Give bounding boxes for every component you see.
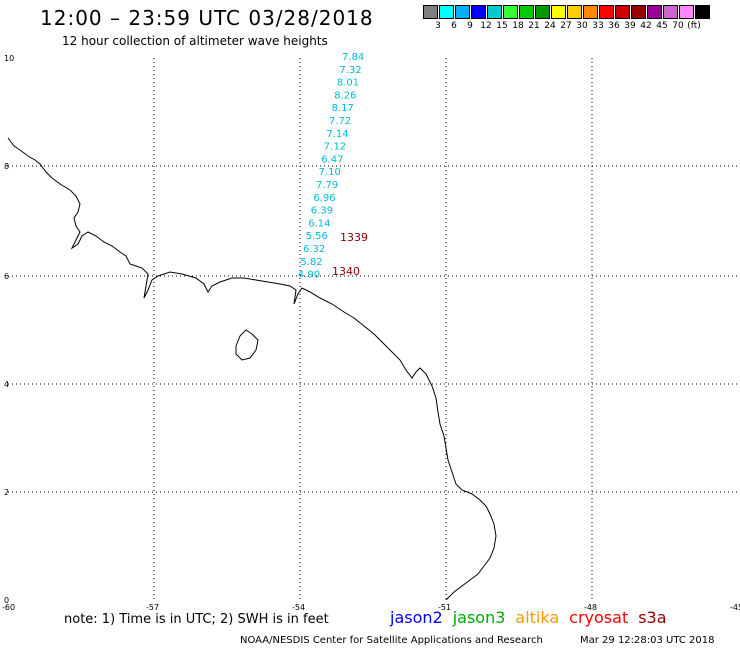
wave-height-value: 7.32: [339, 65, 361, 76]
color-swatch: [535, 5, 550, 19]
y-tick-label: 4: [4, 380, 9, 389]
color-swatch: [647, 5, 662, 19]
color-swatch: [567, 5, 582, 19]
wave-height-labels: 7.84 7.32 8.018.26 8.17 7.72 7.14 7.126.47 7.10…: [298, 52, 364, 281]
y-tick-label: 10: [4, 54, 14, 63]
units-note: note: 1) Time is in UTC; 2) SWH is in fe…: [64, 612, 329, 627]
color-scale-label: (ft): [687, 21, 701, 31]
wave-height-value: 7.72: [329, 116, 351, 127]
wave-height-value: 6.14: [308, 218, 330, 229]
color-swatch: [631, 5, 646, 19]
color-swatch: [455, 5, 470, 19]
wave-height-value: 5.56: [306, 231, 328, 242]
map-title: 12:00 – 23:59 UTC 03/28/2018: [40, 6, 374, 30]
x-tick-label: -51: [438, 603, 451, 612]
satellite-legend: jason2 jason3 altika cryosat s3a: [390, 608, 677, 627]
grid-lines: [8, 58, 738, 600]
y-tick-label: 2: [4, 488, 9, 497]
color-scale-bar: [423, 5, 711, 19]
x-tick-label: -57: [146, 603, 159, 612]
x-tick-label: -60: [2, 603, 15, 612]
wave-height-value: 7.12: [324, 142, 346, 153]
color-scale-label: 42: [640, 21, 652, 31]
wave-height-value: 8.01: [337, 78, 359, 89]
satellite-jason2: jason2: [390, 608, 443, 627]
axis-ticks: -60 -57 -54 -51 -48 -45 10 8 6 4 2 0: [2, 54, 740, 612]
wave-height-value: 7.14: [326, 129, 348, 140]
wave-height-value: 7.79: [316, 180, 338, 191]
generated-timestamp: Mar 29 12:28:03 UTC 2018: [580, 635, 715, 646]
wave-height-value: 6.32: [303, 244, 325, 255]
color-scale-label: 70: [672, 21, 684, 31]
map-subtitle: 12 hour collection of altimeter wave hei…: [62, 34, 328, 48]
color-swatch: [503, 5, 518, 19]
x-tick-label: -54: [292, 603, 305, 612]
color-swatch: [663, 5, 678, 19]
color-swatch: [695, 5, 710, 19]
color-scale-label: 33: [592, 21, 604, 31]
color-scale-labels: 3 6 9 12 15 18 21 24 27 30 33 36 39 42 45 70 (ft): [430, 21, 702, 31]
y-tick-label: 8: [4, 162, 9, 171]
coastline: [7, 137, 497, 601]
satellite-cryosat: cryosat: [569, 608, 629, 627]
satellite-s3a: s3a: [638, 608, 667, 627]
color-scale-label: 30: [576, 21, 588, 31]
color-scale-label: 15: [496, 21, 508, 31]
x-tick-label: -45: [730, 603, 740, 612]
color-swatch: [471, 5, 486, 19]
color-scale-label: 45: [656, 21, 668, 31]
color-scale-label: 21: [528, 21, 540, 31]
wave-height-value: 4.90: [298, 270, 320, 281]
wave-height-value: 6.39: [311, 206, 333, 217]
color-scale-label: 3: [435, 21, 441, 31]
wave-height-value: 8.17: [332, 103, 354, 114]
wave-height-value: 6.96: [313, 193, 335, 204]
color-scale-label: 18: [512, 21, 524, 31]
color-scale-label: 6: [451, 21, 457, 31]
island: [235, 329, 259, 361]
wave-height-value: 7.10: [319, 167, 341, 178]
color-swatch: [599, 5, 614, 19]
wave-height-value: 7.84: [342, 52, 364, 63]
x-tick-label: -48: [584, 603, 597, 612]
wave-height-value: 6.47: [321, 154, 343, 165]
color-swatch: [583, 5, 598, 19]
satellite-jason3: jason3: [452, 608, 506, 627]
y-tick-label: 0: [4, 596, 9, 605]
pass-time-1339: 1339: [340, 231, 368, 244]
color-swatch: [423, 5, 438, 19]
color-swatch: [615, 5, 630, 19]
satellite-altika: altika: [515, 608, 560, 627]
color-swatch: [551, 5, 566, 19]
color-swatch: [439, 5, 454, 19]
pass-time-1340: 1340: [332, 265, 360, 278]
color-swatch: [519, 5, 534, 19]
color-swatch: [487, 5, 502, 19]
color-scale-label: 36: [608, 21, 620, 31]
color-scale-label: 27: [560, 21, 572, 31]
wave-height-value: 8.26: [334, 90, 356, 101]
color-scale-label: 12: [480, 21, 492, 31]
credit-line: NOAA/NESDIS Center for Satellite Applica…: [240, 635, 543, 646]
color-scale-label: 9: [467, 21, 473, 31]
wave-height-value: 5.82: [300, 257, 322, 268]
color-scale-label: 39: [624, 21, 636, 31]
color-scale-label: 24: [544, 21, 556, 31]
color-swatch: [679, 5, 694, 19]
y-tick-label: 6: [4, 272, 9, 281]
